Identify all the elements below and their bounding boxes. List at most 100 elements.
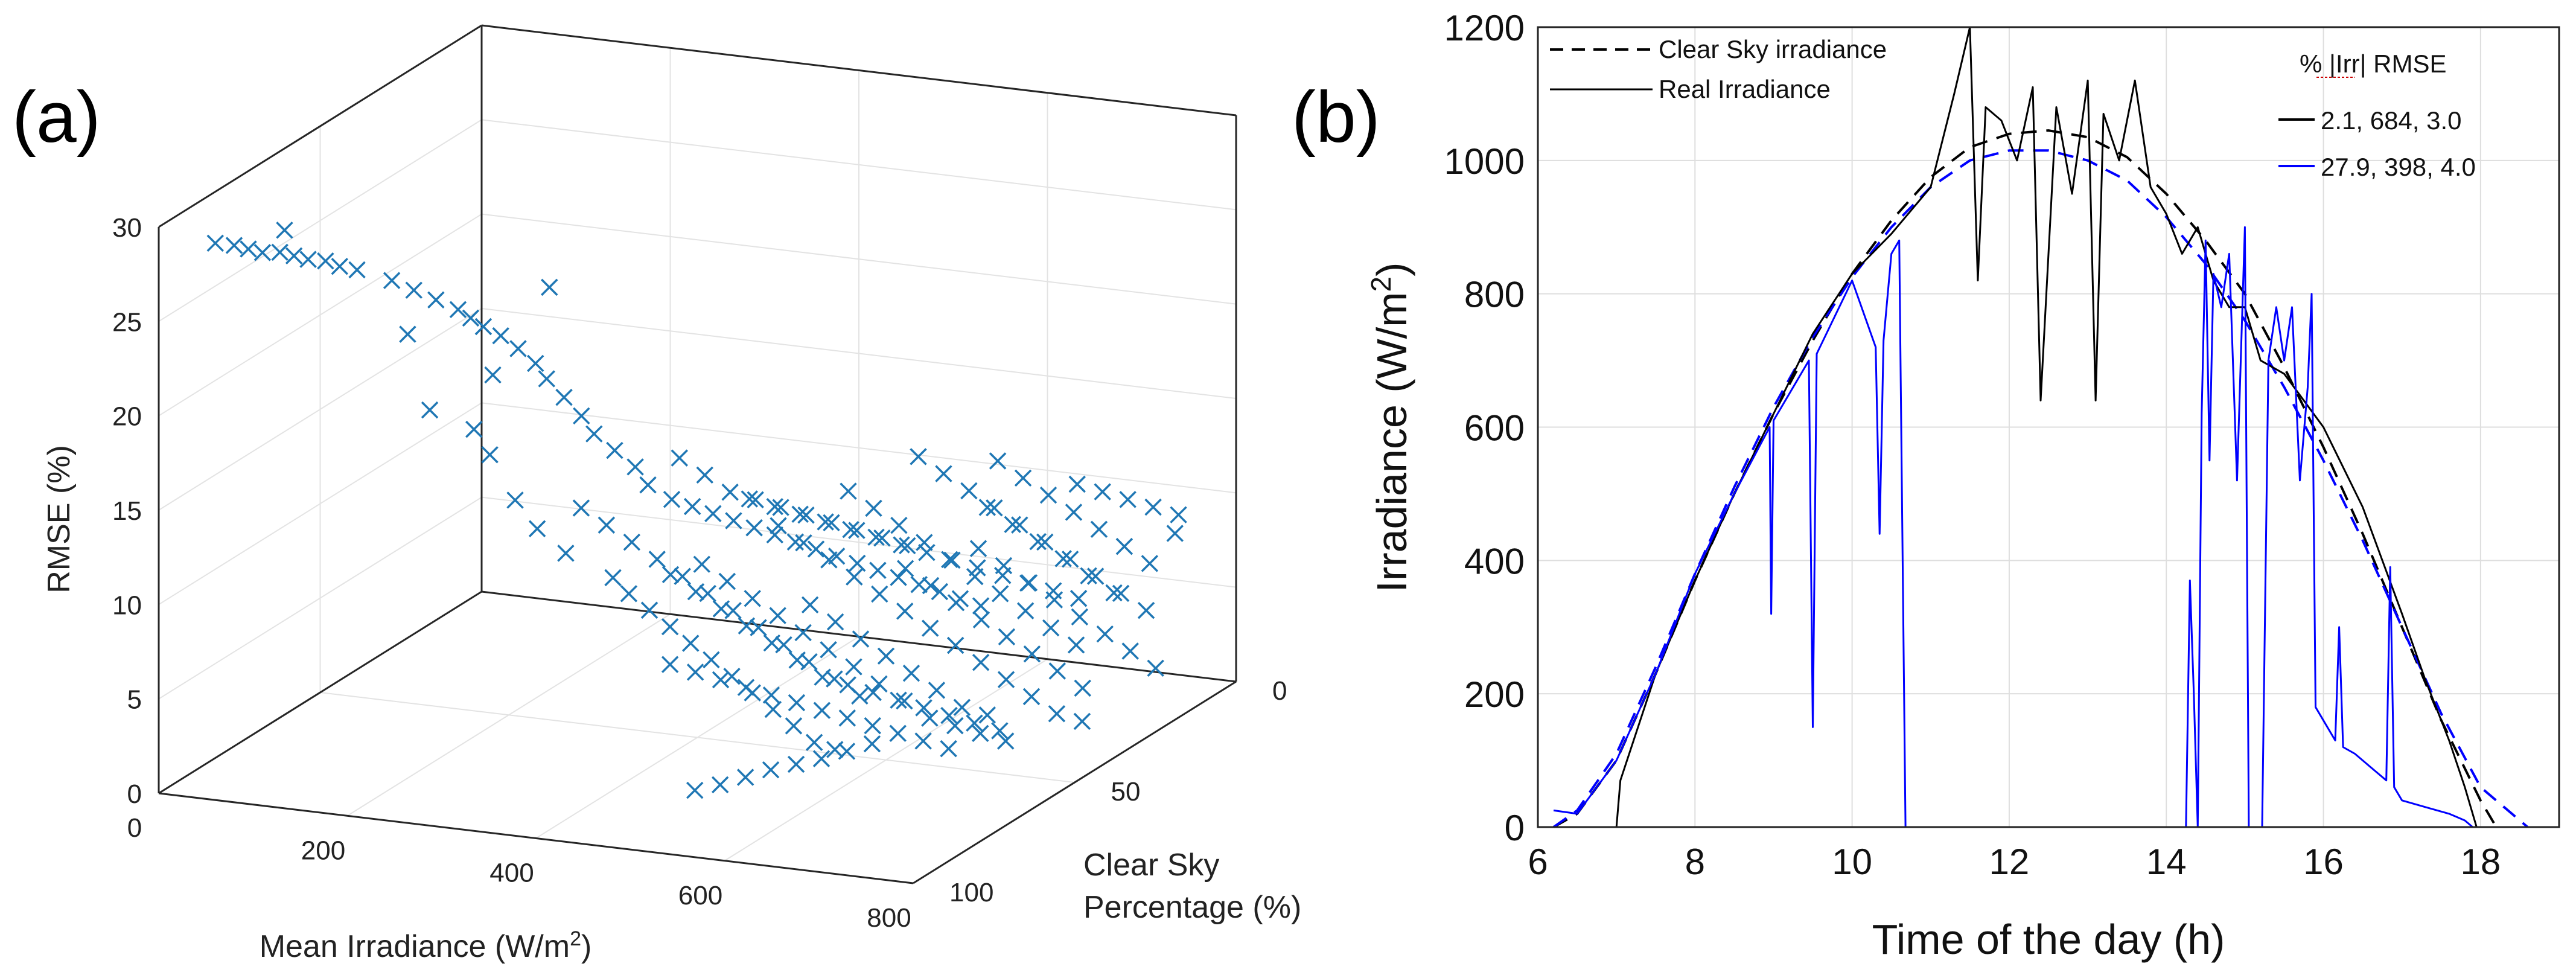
a-point-113 — [1014, 469, 1032, 487]
a-point-127 — [736, 769, 754, 786]
a-point-204 — [867, 528, 885, 546]
a-point-145 — [604, 569, 622, 587]
a-point-143 — [914, 732, 932, 750]
a-point-73 — [870, 675, 888, 693]
a-point-156 — [826, 741, 844, 758]
a-point-63 — [940, 706, 958, 724]
a-zlabel: RMSE (%) — [42, 445, 77, 593]
a-point-47 — [890, 569, 907, 586]
a-point-14 — [427, 291, 445, 308]
b-plot-frame — [1537, 26, 2560, 828]
a-point-62 — [915, 699, 933, 717]
a-point-125 — [686, 781, 704, 799]
a-point-126 — [711, 776, 729, 794]
a-point-104 — [960, 482, 978, 500]
a-point-185 — [1080, 567, 1097, 584]
b-tick-x-14: 14 — [2146, 842, 2187, 882]
a-point-45 — [849, 554, 866, 572]
a-xlabel-end: ) — [581, 929, 591, 964]
a-tick-x-400: 400 — [489, 858, 534, 888]
a-axis-y — [913, 680, 1237, 884]
a-point-80 — [795, 534, 812, 552]
a-point-196 — [800, 653, 818, 671]
a-point-71 — [820, 641, 837, 659]
a-point-148 — [661, 618, 679, 636]
b-tick-x-8: 8 — [1685, 842, 1705, 882]
a-point-184 — [1054, 550, 1072, 567]
a-point-39 — [725, 512, 742, 529]
a-point-218 — [797, 506, 815, 524]
a-point-17 — [474, 318, 493, 336]
a-point-41 — [766, 526, 783, 544]
a-point-167 — [947, 594, 965, 612]
b-legend-row2-label: 27.9, 398, 4.0 — [2321, 153, 2476, 181]
b-tick-x-18: 18 — [2460, 842, 2501, 882]
a-point-112 — [989, 452, 1007, 470]
a-point-161 — [902, 664, 920, 682]
a-point-190 — [648, 551, 666, 568]
a-point-74 — [896, 692, 913, 710]
a-point-88 — [997, 671, 1015, 688]
a-point-215 — [721, 483, 739, 501]
a-point-12 — [383, 272, 401, 289]
a-point-129 — [787, 755, 805, 773]
a-point-138 — [788, 694, 806, 712]
a-point-77 — [972, 724, 989, 743]
b-series-3 — [1553, 226, 2536, 828]
a-point-67 — [718, 572, 736, 590]
a-point-35 — [557, 545, 575, 562]
a-point-200 — [766, 497, 783, 516]
a-point-188 — [598, 516, 616, 534]
a-point-173 — [969, 540, 987, 557]
a-point-133 — [661, 656, 679, 673]
a-tick-y-0: 0 — [1272, 676, 1287, 706]
a-point-201 — [791, 505, 809, 523]
a-point-27 — [606, 441, 623, 459]
b-xlabel: Time of the day (h) — [1872, 916, 2225, 963]
a-point-70 — [794, 624, 812, 642]
b-tick-x-16: 16 — [2303, 842, 2344, 882]
a-point-207 — [943, 551, 961, 569]
a-point-130 — [812, 750, 831, 768]
a-point-10 — [276, 222, 293, 239]
a-tick-x-0: 0 — [127, 813, 142, 843]
a-point-34 — [528, 520, 546, 537]
b-legend-table: % |Irr| RMSE 2.1, 684, 3.0 27.9, 398, 4.… — [2278, 50, 2476, 181]
a-point-150 — [703, 651, 720, 669]
a-point-69 — [769, 607, 786, 624]
a-point-28 — [626, 458, 644, 476]
a-point-116 — [1090, 520, 1108, 539]
a-xlabel: Mean Irradiance (W/m2) — [260, 927, 592, 964]
a-point-98 — [991, 585, 1009, 603]
a-point-171 — [1048, 662, 1066, 680]
a-point-147 — [640, 601, 658, 619]
a-point-99 — [1016, 602, 1035, 619]
a-point-82 — [846, 568, 863, 586]
a-point-100 — [1042, 619, 1060, 637]
a-point-9 — [348, 261, 366, 279]
a-point-128 — [762, 761, 780, 779]
a-point-65 — [991, 722, 1009, 740]
a-frame-top-back — [481, 24, 1237, 117]
a-point-221 — [873, 529, 891, 547]
a-point-108 — [1061, 550, 1079, 568]
a-point-195 — [775, 636, 792, 654]
a-point-164 — [978, 706, 996, 724]
a-point-132 — [863, 735, 881, 753]
a-tick-y-50: 50 — [1111, 777, 1141, 807]
b-ylabel-sup: 2 — [1365, 277, 1397, 292]
a-point-25 — [573, 407, 590, 425]
a-point-26 — [585, 425, 603, 443]
a-point-81 — [820, 551, 838, 569]
a-point-95 — [916, 534, 933, 551]
b-ticks: 6 8 10 12 14 16 18 0 200 400 600 800 1000 1200 — [1444, 8, 2501, 882]
a-point-194 — [750, 619, 767, 636]
a-point-93 — [865, 499, 882, 517]
a-point-165 — [896, 560, 914, 577]
a-point-92 — [840, 482, 857, 500]
a-frame-floor-left — [158, 590, 482, 794]
a-point-179 — [1121, 642, 1139, 660]
a-point-37 — [683, 497, 701, 516]
a-point-152 — [744, 684, 761, 702]
a-point-119 — [1166, 525, 1184, 542]
